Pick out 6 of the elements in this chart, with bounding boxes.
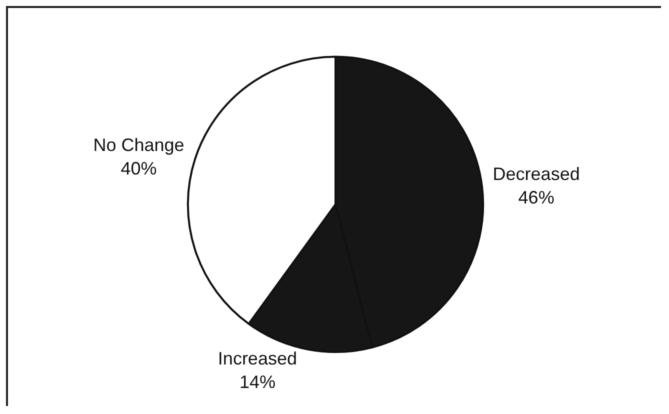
slice-label: Decreased: [492, 164, 580, 184]
slice-label: Increased: [218, 348, 297, 369]
data-label: 46%: [518, 187, 554, 208]
slice-label: No Change: [93, 135, 184, 156]
data-label: 14%: [239, 372, 276, 392]
data-label: 40%: [120, 158, 157, 178]
